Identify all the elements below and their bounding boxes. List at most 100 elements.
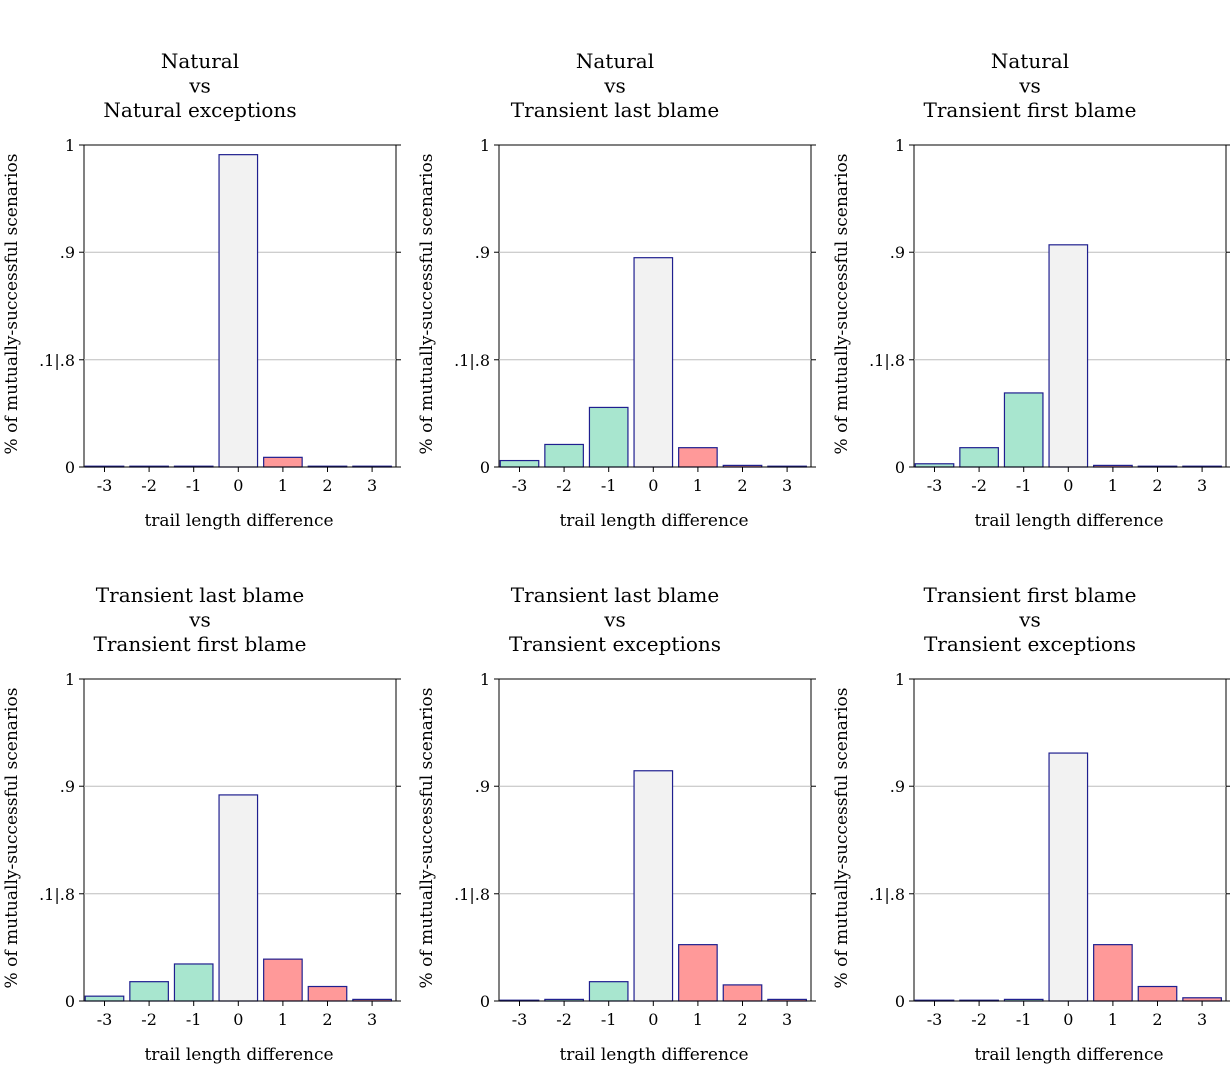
chart-title-line-2: vs xyxy=(188,608,211,632)
y-tick-label: 0 xyxy=(895,992,905,1011)
x-tick-label: 1 xyxy=(693,476,703,495)
chart-title-line-3: Transient first blame xyxy=(924,98,1137,122)
y-tick-label: .9 xyxy=(890,777,905,796)
chart-title-line-2: vs xyxy=(603,74,626,98)
x-tick-label: -1 xyxy=(186,1010,202,1029)
y-tick-label: .9 xyxy=(475,777,490,796)
x-tick-label: 3 xyxy=(367,476,377,495)
y-tick-label: .9 xyxy=(60,777,75,796)
x-tick-label: 2 xyxy=(1152,476,1162,495)
x-tick-label: -3 xyxy=(97,476,113,495)
y-tick-label: .1|.8 xyxy=(454,351,490,370)
chart-title-line-3: Transient exceptions xyxy=(924,632,1136,656)
bar-0 xyxy=(218,154,259,468)
bar--2 xyxy=(129,981,169,1002)
y-tick-label: .9 xyxy=(890,243,905,262)
y-axis-label: % of mutually-successful scenarios xyxy=(2,688,22,989)
bar--1 xyxy=(588,406,629,468)
bar-0 xyxy=(1048,752,1089,1002)
bar-2 xyxy=(722,984,763,1002)
x-tick-label: 1 xyxy=(693,1010,703,1029)
x-tick-label: 0 xyxy=(233,476,243,495)
x-tick-label: -2 xyxy=(971,476,987,495)
chart-title-line-2: vs xyxy=(1018,608,1041,632)
x-tick-label: -2 xyxy=(971,1010,987,1029)
x-tick-label: 0 xyxy=(1063,1010,1073,1029)
x-tick-label: -3 xyxy=(97,1010,113,1029)
bar--3 xyxy=(499,459,540,468)
y-tick-label: 1 xyxy=(895,670,905,689)
x-tick-label: -3 xyxy=(512,476,528,495)
x-tick-label: -1 xyxy=(601,1010,617,1029)
x-tick-label: 1 xyxy=(278,476,288,495)
y-tick-label: 1 xyxy=(895,136,905,155)
bar-1 xyxy=(678,447,718,468)
plot-frame xyxy=(83,144,397,467)
plot-frame xyxy=(498,144,812,467)
x-axis-label: trail length difference xyxy=(144,1045,333,1065)
x-axis-label: trail length difference xyxy=(559,1045,748,1065)
x-tick-label: -2 xyxy=(556,476,572,495)
bar-0 xyxy=(1048,244,1089,468)
y-axis-label: % of mutually-successful scenarios xyxy=(2,154,22,455)
x-tick-label: 1 xyxy=(278,1010,288,1029)
x-tick-label: 3 xyxy=(367,1010,377,1029)
bar-0 xyxy=(633,770,674,1002)
x-tick-label: 3 xyxy=(1197,1010,1207,1029)
bar--1 xyxy=(588,981,629,1002)
chart-title-line-2: vs xyxy=(1018,74,1041,98)
bar-0 xyxy=(633,257,674,468)
chart-title-line-1: Natural xyxy=(576,49,654,73)
bar--1 xyxy=(1003,392,1044,468)
x-tick-label: 3 xyxy=(1197,476,1207,495)
x-tick-label: -1 xyxy=(1016,476,1032,495)
y-tick-label: 0 xyxy=(65,992,75,1011)
chart-title-line-1: Natural xyxy=(161,49,239,73)
chart-title-line-1: Transient last blame xyxy=(96,583,304,607)
bar--2 xyxy=(959,447,999,468)
x-tick-label: 2 xyxy=(322,1010,332,1029)
y-tick-label: 0 xyxy=(480,992,490,1011)
x-tick-label: 1 xyxy=(1108,1010,1118,1029)
x-tick-label: -2 xyxy=(556,1010,572,1029)
y-tick-label: .1|.8 xyxy=(39,351,75,370)
x-tick-label: -1 xyxy=(186,476,202,495)
x-tick-label: -3 xyxy=(512,1010,528,1029)
x-tick-label: -1 xyxy=(601,476,617,495)
y-tick-label: 1 xyxy=(480,136,490,155)
x-tick-label: 0 xyxy=(1063,476,1073,495)
bar-2 xyxy=(1137,985,1178,1002)
chart-title-line-2: vs xyxy=(188,74,211,98)
x-axis-label: trail length difference xyxy=(144,511,333,531)
y-tick-label: .1|.8 xyxy=(869,885,905,904)
chart-title-line-3: Transient exceptions xyxy=(509,632,721,656)
x-tick-label: -3 xyxy=(927,476,943,495)
bar-0 xyxy=(218,794,259,1002)
y-tick-label: .1|.8 xyxy=(454,885,490,904)
bar-1 xyxy=(1093,944,1133,1002)
bar-1 xyxy=(263,456,303,468)
bar-1 xyxy=(678,944,718,1002)
x-tick-label: 2 xyxy=(1152,1010,1162,1029)
bar--3 xyxy=(84,995,125,1002)
y-tick-label: 1 xyxy=(65,670,75,689)
y-axis-label: % of mutually-successful scenarios xyxy=(832,688,852,989)
chart-title-line-1: Natural xyxy=(991,49,1069,73)
plot-frame xyxy=(913,678,1227,1001)
x-tick-label: -2 xyxy=(141,476,157,495)
x-tick-label: 1 xyxy=(1108,476,1118,495)
y-axis-label: % of mutually-successful scenarios xyxy=(417,154,437,455)
y-tick-label: 0 xyxy=(895,458,905,477)
y-axis-label: % of mutually-successful scenarios xyxy=(417,688,437,989)
x-tick-label: 3 xyxy=(782,1010,792,1029)
x-axis-label: trail length difference xyxy=(559,511,748,531)
chart-title-line-3: Natural exceptions xyxy=(103,98,296,122)
x-tick-label: 2 xyxy=(737,1010,747,1029)
bar-1 xyxy=(263,958,303,1002)
bar--1 xyxy=(173,963,214,1002)
chart-title-line-3: Transient last blame xyxy=(511,98,719,122)
